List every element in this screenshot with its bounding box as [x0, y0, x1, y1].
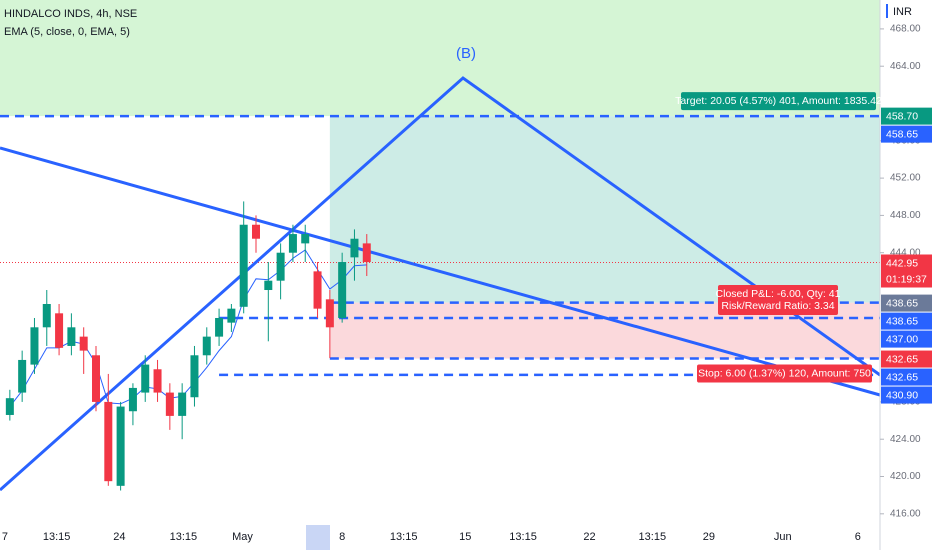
timer-label: 01:19:37	[886, 273, 927, 285]
x-tick-label: 24	[113, 531, 125, 543]
candle-body	[116, 406, 125, 486]
price-label: 442.95	[886, 257, 918, 269]
candle-body	[5, 398, 14, 415]
axis-labels: 416.00420.00424.00428.00444.00448.00452.…	[2, 24, 932, 543]
candle-body	[227, 308, 236, 323]
price-label-box	[881, 386, 932, 404]
x-tick-label: 13:15	[639, 531, 667, 543]
x-tick-label: 13:15	[43, 531, 71, 543]
candle-body	[178, 392, 187, 416]
candle-body	[362, 243, 371, 263]
price-label: 430.90	[886, 389, 918, 401]
candle-body	[276, 252, 285, 281]
candle-body	[350, 238, 359, 258]
candle-body	[202, 336, 211, 356]
price-label-box	[881, 330, 932, 348]
price-label: 438.65	[886, 315, 918, 327]
candle-body	[264, 280, 273, 291]
info-box	[718, 285, 838, 315]
chart-title: HINDALCO INDS, 4h, NSE	[4, 8, 138, 20]
price-label: 432.65	[886, 371, 918, 383]
crosshair-marker	[306, 525, 330, 550]
y-tick-label: 464.00	[890, 61, 921, 72]
x-tick-label: Jun	[774, 531, 792, 543]
info-label: Closed P&L: -6.00, Qty: 41	[716, 288, 841, 300]
price-label: 458.70	[886, 110, 918, 122]
info-label: Risk/Reward Ratio: 3.34	[721, 300, 834, 312]
position-labels: Target: 20.05 (4.57%) 401, Amount: 1835.…	[675, 92, 882, 383]
info-label: Stop: 6.00 (1.37%) 120, Amount: 750	[698, 367, 871, 379]
price-label-box	[881, 294, 932, 312]
candle-body	[153, 369, 162, 393]
y-tick-label: 448.00	[890, 210, 921, 221]
price-label-box	[881, 368, 932, 386]
candle-body	[18, 359, 27, 393]
x-tick-label: 13:15	[390, 531, 418, 543]
y-tick-label: 420.00	[890, 471, 921, 482]
x-tick-label: 8	[339, 531, 345, 543]
candle-body	[55, 313, 64, 348]
candle-body	[288, 234, 297, 253]
price-label: 458.65	[886, 128, 918, 140]
candles	[5, 201, 371, 491]
candle-body	[79, 336, 88, 351]
candle-body	[67, 327, 76, 346]
candle-body	[338, 262, 347, 318]
info-box	[697, 364, 872, 383]
price-label-box	[881, 350, 932, 368]
price-label: 438.65	[886, 297, 918, 309]
trend-line	[0, 146, 881, 397]
y-tick-label: 452.00	[890, 173, 921, 184]
y-tick-label: 416.00	[890, 508, 921, 519]
info-label: Target: 20.05 (4.57%) 401, Amount: 1835.…	[675, 95, 882, 107]
candle-body	[301, 234, 310, 244]
trend-drawings	[0, 76, 881, 492]
candle-body	[165, 392, 174, 416]
candle-body	[42, 303, 51, 328]
candle-body	[128, 387, 137, 412]
price-label-box	[881, 254, 932, 272]
candle-body	[92, 355, 100, 402]
indicator-label: EMA (5, close, 0, EMA, 5)	[4, 26, 130, 38]
candle-body	[215, 317, 224, 337]
y-tick-label: 468.00	[890, 24, 921, 35]
pattern-line	[0, 76, 881, 492]
candle-body	[239, 224, 248, 307]
y-tick-label: 444.00	[890, 247, 921, 258]
candle-body	[325, 299, 334, 328]
x-tick-label: 13:15	[170, 531, 198, 543]
candle-body	[190, 355, 199, 398]
candle-body	[252, 224, 260, 239]
x-tick-label: May	[232, 531, 253, 543]
candle-body	[313, 271, 322, 309]
x-tick-label: 6	[855, 531, 861, 543]
price-label-box	[881, 312, 932, 330]
price-label: 437.00	[886, 333, 918, 345]
price-label-box	[881, 125, 932, 143]
x-tick-label: 22	[583, 531, 595, 543]
profit-zone	[329, 116, 880, 303]
x-tick-label: 13:15	[509, 531, 537, 543]
x-tick-label: 7	[2, 531, 8, 543]
x-tick-label: 15	[459, 531, 471, 543]
price-label: 432.65	[886, 353, 918, 365]
candle-body	[104, 401, 113, 482]
timer-box	[881, 271, 932, 288]
y-tick-label: 424.00	[890, 434, 921, 445]
x-tick-label: 29	[703, 531, 715, 543]
info-box	[681, 92, 876, 111]
candle-body	[30, 327, 39, 365]
x-axis	[0, 525, 880, 550]
candle-body	[141, 364, 150, 393]
pattern-label: (B)	[456, 45, 476, 62]
price-label-box	[881, 107, 932, 125]
currency-label: INR	[893, 6, 912, 18]
